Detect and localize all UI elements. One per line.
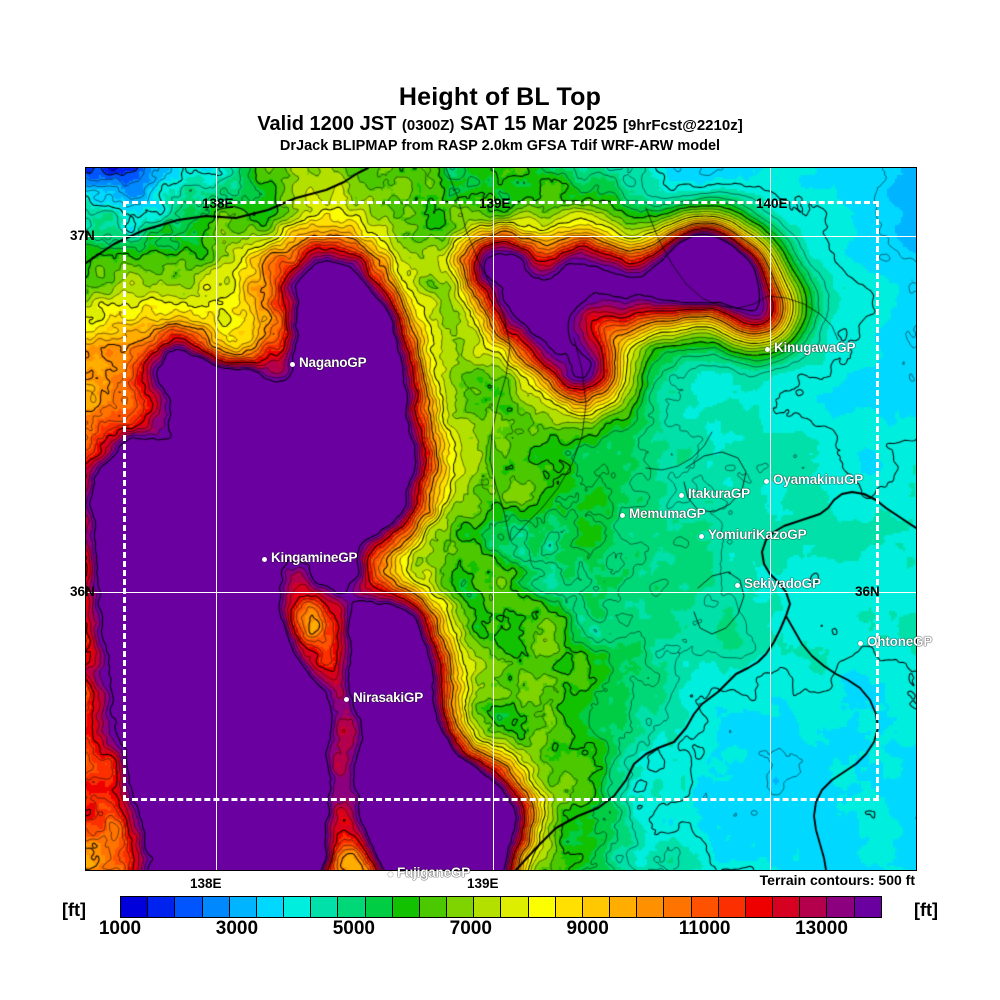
colorbar-segment [691,897,719,917]
colorbar-segment [555,897,583,917]
colorbar-segment [718,897,746,917]
colorbar-segment [800,897,828,917]
site-label[interactable]: YomiuriKazoGP [708,527,807,542]
valid-time-line: Valid 1200 JST (0300Z) SAT 15 Mar 2025 [… [0,112,1000,137]
site-marker[interactable] [858,641,863,646]
colorbar-segment [229,897,257,917]
lat-label-36-left: 36N [70,584,95,599]
colorbar-tick: 13000 [795,918,848,939]
colorbar-segment [827,897,855,917]
lon-label-138-top: 138E [202,196,234,211]
colorbar-segment [528,897,556,917]
colorbar-segment [419,897,448,917]
colorbar-segment [148,897,176,917]
graticule-lat-36 [86,592,916,594]
colorbar-segment [311,897,339,917]
forecast-tag: [9hrFcst@2210z] [623,117,743,135]
site-marker[interactable] [765,347,770,352]
forecast-domain-box [123,201,879,801]
colorbar-unit-left: [ft] [62,900,86,920]
site-label[interactable]: NirasakiGP [353,690,424,705]
terrain-contour-note: Terrain contours: 500 ft [759,872,915,888]
valid-prefix: Valid 1200 JST [257,113,397,136]
colorbar-segment [256,897,285,917]
colorbar[interactable] [120,896,882,918]
lon-label-138-bottom: 138E [190,876,222,891]
site-label[interactable]: OhtoneGP [867,634,933,649]
site-label[interactable]: MemumaGP [629,506,706,521]
site-label[interactable]: NaganoGP [299,355,367,370]
title-block: Height of BL Top Valid 1200 JST (0300Z) … [0,84,1000,156]
site-label[interactable]: ItakuraGP [688,486,750,501]
site-marker[interactable] [679,493,684,498]
colorbar-segment [745,897,774,917]
colorbar-tick: 5000 [332,918,375,939]
colorbar-tick: 1000 [98,918,142,939]
graticule-lon-140 [770,168,772,870]
site-label[interactable]: FujiganeGP [397,865,471,880]
colorbar-segment [637,897,665,917]
site-marker[interactable] [699,534,704,539]
colorbar-tick: 11000 [678,918,731,939]
colorbar-segment [392,897,420,917]
colorbar-segment [501,897,529,917]
map-frame[interactable] [85,167,917,871]
colorbar-segment [175,897,203,917]
graticule-lon-139 [493,168,495,870]
graticule-lon-138 [216,168,218,870]
lon-label-139-top: 139E [479,196,511,211]
site-label[interactable]: OyamakinuGP [773,472,864,487]
lon-label-139-bottom: 139E [467,876,499,891]
colorbar-segment [202,897,230,917]
colorbar-segment [664,897,692,917]
colorbar-unit-right: [ft] [914,900,938,920]
colorbar-tick-labels: 1000 3000 5000 7000 9000 11000 13000 [85,918,915,944]
colorbar-segment [284,897,312,917]
colorbar-tick: 9000 [566,918,609,939]
lat-label-37-left: 37N [70,228,95,243]
bl-top-heatmap[interactable] [86,168,916,870]
colorbar-segment [610,897,638,917]
site-label[interactable]: KingamineGP [271,550,358,565]
site-marker[interactable] [764,479,769,484]
model-line: DrJack BLIPMAP from RASP 2.0km GFSA Tdif… [279,138,721,155]
colorbar-segment [474,897,502,917]
colorbar-segment [773,897,801,917]
colorbar-segment [582,897,611,917]
site-marker[interactable] [262,557,267,562]
colorbar-tick: 3000 [215,918,259,939]
colorbar-segment [854,897,881,917]
graticule-lat-37 [86,236,916,238]
site-marker[interactable] [388,872,393,877]
lon-label-140-top: 140E [756,196,788,211]
colorbar-segment [121,897,149,917]
site-label[interactable]: KinugawaGP [774,340,856,355]
lat-label-36-right: 36N [855,584,880,599]
valid-date: SAT 15 Mar 2025 [459,113,618,136]
site-marker[interactable] [620,513,625,518]
colorbar-segment [447,897,475,917]
site-marker[interactable] [290,362,295,367]
site-marker[interactable] [344,697,349,702]
site-label[interactable]: SekiyadoGP [744,576,821,591]
colorbar-tick: 7000 [449,918,492,939]
colorbar-segment [365,897,393,917]
site-marker[interactable] [735,583,740,588]
valid-utc: (0300Z) [401,117,455,135]
page-title: Height of BL Top [398,83,602,111]
colorbar-segment [338,897,366,917]
